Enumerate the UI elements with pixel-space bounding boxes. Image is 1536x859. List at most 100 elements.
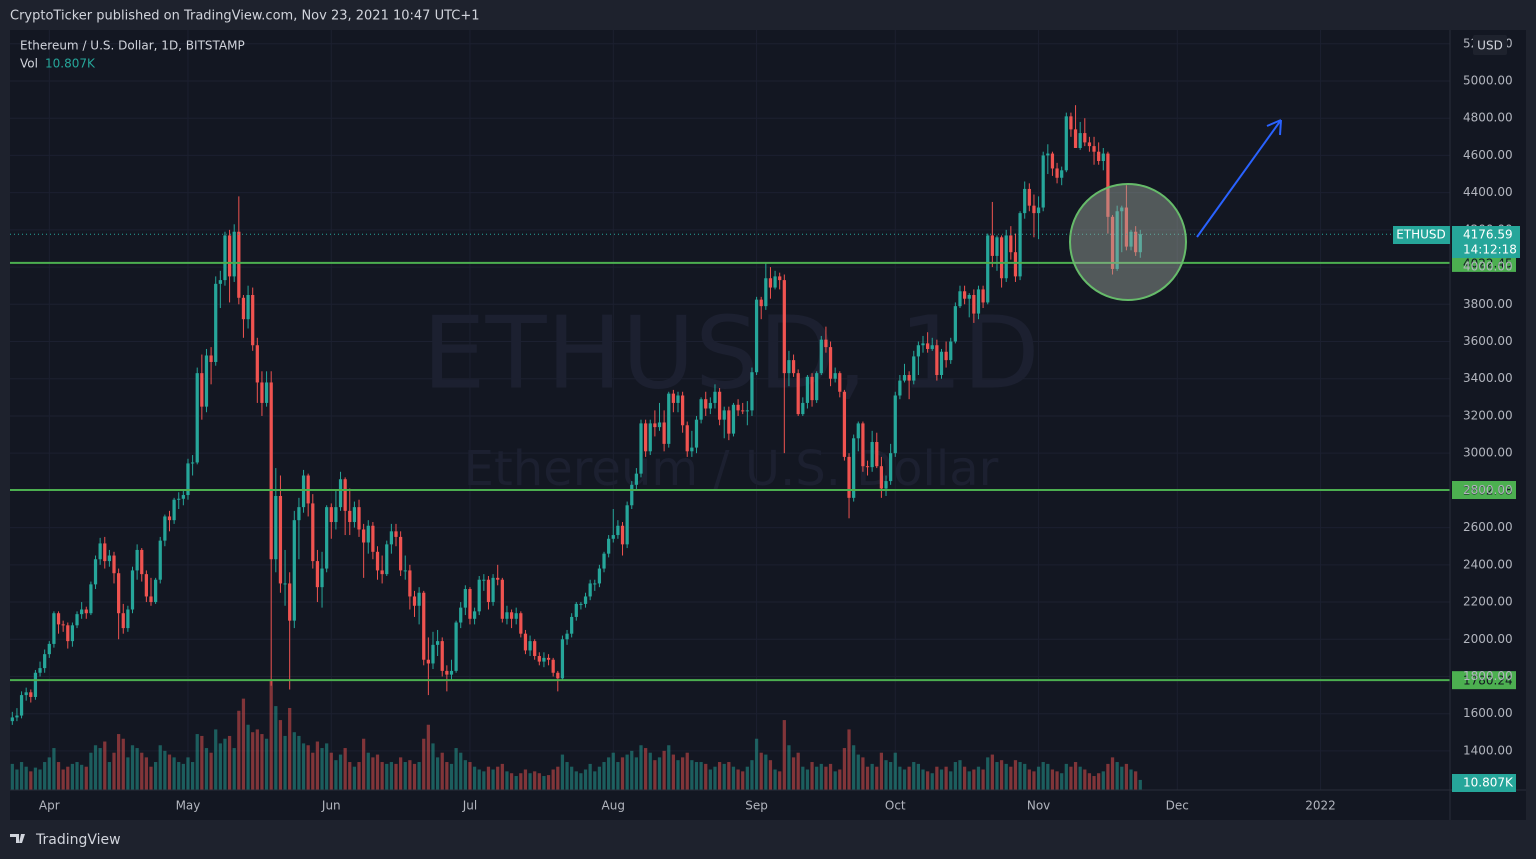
- currency-button[interactable]: [1473, 35, 1507, 55]
- volume-bar: [1069, 766, 1073, 790]
- volume-bar: [311, 752, 315, 790]
- level-label: 4022.45: [1463, 256, 1513, 270]
- y-tick-label: 2400.00: [1463, 557, 1513, 571]
- candle-body: [838, 373, 842, 392]
- candle-body: [833, 373, 837, 379]
- volume-bar: [967, 771, 971, 790]
- volume-bar: [237, 710, 241, 790]
- volume-bar: [107, 762, 112, 790]
- volume-bar: [912, 762, 916, 790]
- candle-body: [227, 235, 232, 277]
- candle-body: [657, 422, 662, 428]
- volume-bar: [1064, 763, 1068, 790]
- candle-body: [426, 659, 430, 664]
- volume-bar: [440, 752, 444, 790]
- candle-body: [1083, 133, 1087, 143]
- volume-bar: [842, 748, 847, 790]
- candle-body: [565, 633, 569, 640]
- candle-body: [949, 341, 953, 361]
- volume-bar: [958, 760, 962, 790]
- candle-body: [348, 510, 352, 523]
- candle-body: [334, 507, 338, 523]
- volume-badge: [1452, 774, 1516, 792]
- candle-body: [482, 579, 486, 581]
- candle-body: [75, 614, 79, 626]
- volume-bar: [630, 750, 634, 790]
- volume-bar: [500, 763, 504, 790]
- candle-body: [1018, 213, 1022, 277]
- candle-body: [19, 695, 24, 716]
- volume-bar: [491, 769, 495, 790]
- candle-body: [597, 568, 602, 584]
- volume-bar: [292, 732, 296, 790]
- candle-body: [431, 644, 435, 664]
- volume-bar: [999, 760, 1004, 790]
- candle-body: [223, 235, 227, 281]
- volume-bar: [560, 754, 565, 790]
- volume-bar: [754, 738, 759, 790]
- volume-bar: [431, 743, 435, 790]
- candle-body: [556, 672, 560, 679]
- volume-pane: [10, 680, 1142, 790]
- candle-body: [514, 613, 518, 619]
- volume-bar: [251, 732, 255, 790]
- candle-body: [916, 345, 920, 357]
- candle-body: [167, 516, 172, 521]
- volume-bar: [482, 771, 486, 790]
- candle-body: [15, 715, 19, 718]
- volume-bar: [1046, 763, 1050, 790]
- candle-body: [158, 540, 162, 580]
- y-tick-label: 3800.00: [1463, 297, 1513, 311]
- candle-body: [801, 402, 805, 415]
- candle-body: [154, 579, 158, 603]
- volume-bar: [611, 752, 615, 790]
- candle-body: [301, 475, 306, 508]
- volume-bar: [990, 754, 994, 790]
- candle-body: [352, 507, 357, 523]
- candle-body: [472, 611, 477, 619]
- candle-body: [440, 641, 444, 671]
- currency[interactable]: USD: [1477, 39, 1503, 53]
- volume-bar: [154, 762, 158, 790]
- legend-volume-value: 10.807K: [45, 57, 96, 71]
- candle-body: [264, 382, 269, 403]
- volume-bar: [778, 771, 782, 790]
- candle-body: [477, 579, 481, 612]
- volume-bar: [70, 763, 75, 790]
- volume-bar: [1097, 773, 1101, 790]
- candle-body: [399, 536, 403, 571]
- volume-bar: [181, 763, 185, 790]
- volume-bar: [1110, 757, 1115, 790]
- candle-body: [1036, 207, 1041, 214]
- volume-bar: [130, 745, 135, 790]
- volume-bar: [371, 757, 375, 790]
- volume-bar: [847, 729, 851, 790]
- candle-body: [255, 345, 259, 383]
- candle-body: [528, 641, 532, 651]
- candle-body: [140, 549, 144, 575]
- candle-body: [29, 692, 33, 697]
- candle-body: [824, 339, 828, 348]
- volume-bar: [1023, 763, 1027, 790]
- candle-body: [389, 531, 393, 545]
- y-tick-label: 3000.00: [1463, 446, 1513, 460]
- candle-body: [1115, 211, 1119, 269]
- level-badge: [1452, 671, 1516, 690]
- candle-body: [754, 299, 759, 373]
- volume-bar: [981, 769, 985, 790]
- volume-bar: [103, 741, 107, 790]
- volume-bar: [727, 762, 731, 790]
- candle-body: [445, 670, 449, 675]
- candle-body: [699, 399, 703, 420]
- candle-body: [237, 231, 241, 298]
- candle-body: [496, 577, 500, 580]
- candle-body: [486, 579, 491, 603]
- volume-bar: [357, 762, 361, 790]
- volume-bar: [602, 762, 606, 790]
- volume-bar: [232, 748, 236, 790]
- y-tick-label: 2000.00: [1463, 632, 1513, 646]
- candle-body: [713, 391, 717, 403]
- volume-bar: [301, 743, 306, 790]
- candle-body: [311, 503, 315, 562]
- volume-bar: [607, 757, 611, 790]
